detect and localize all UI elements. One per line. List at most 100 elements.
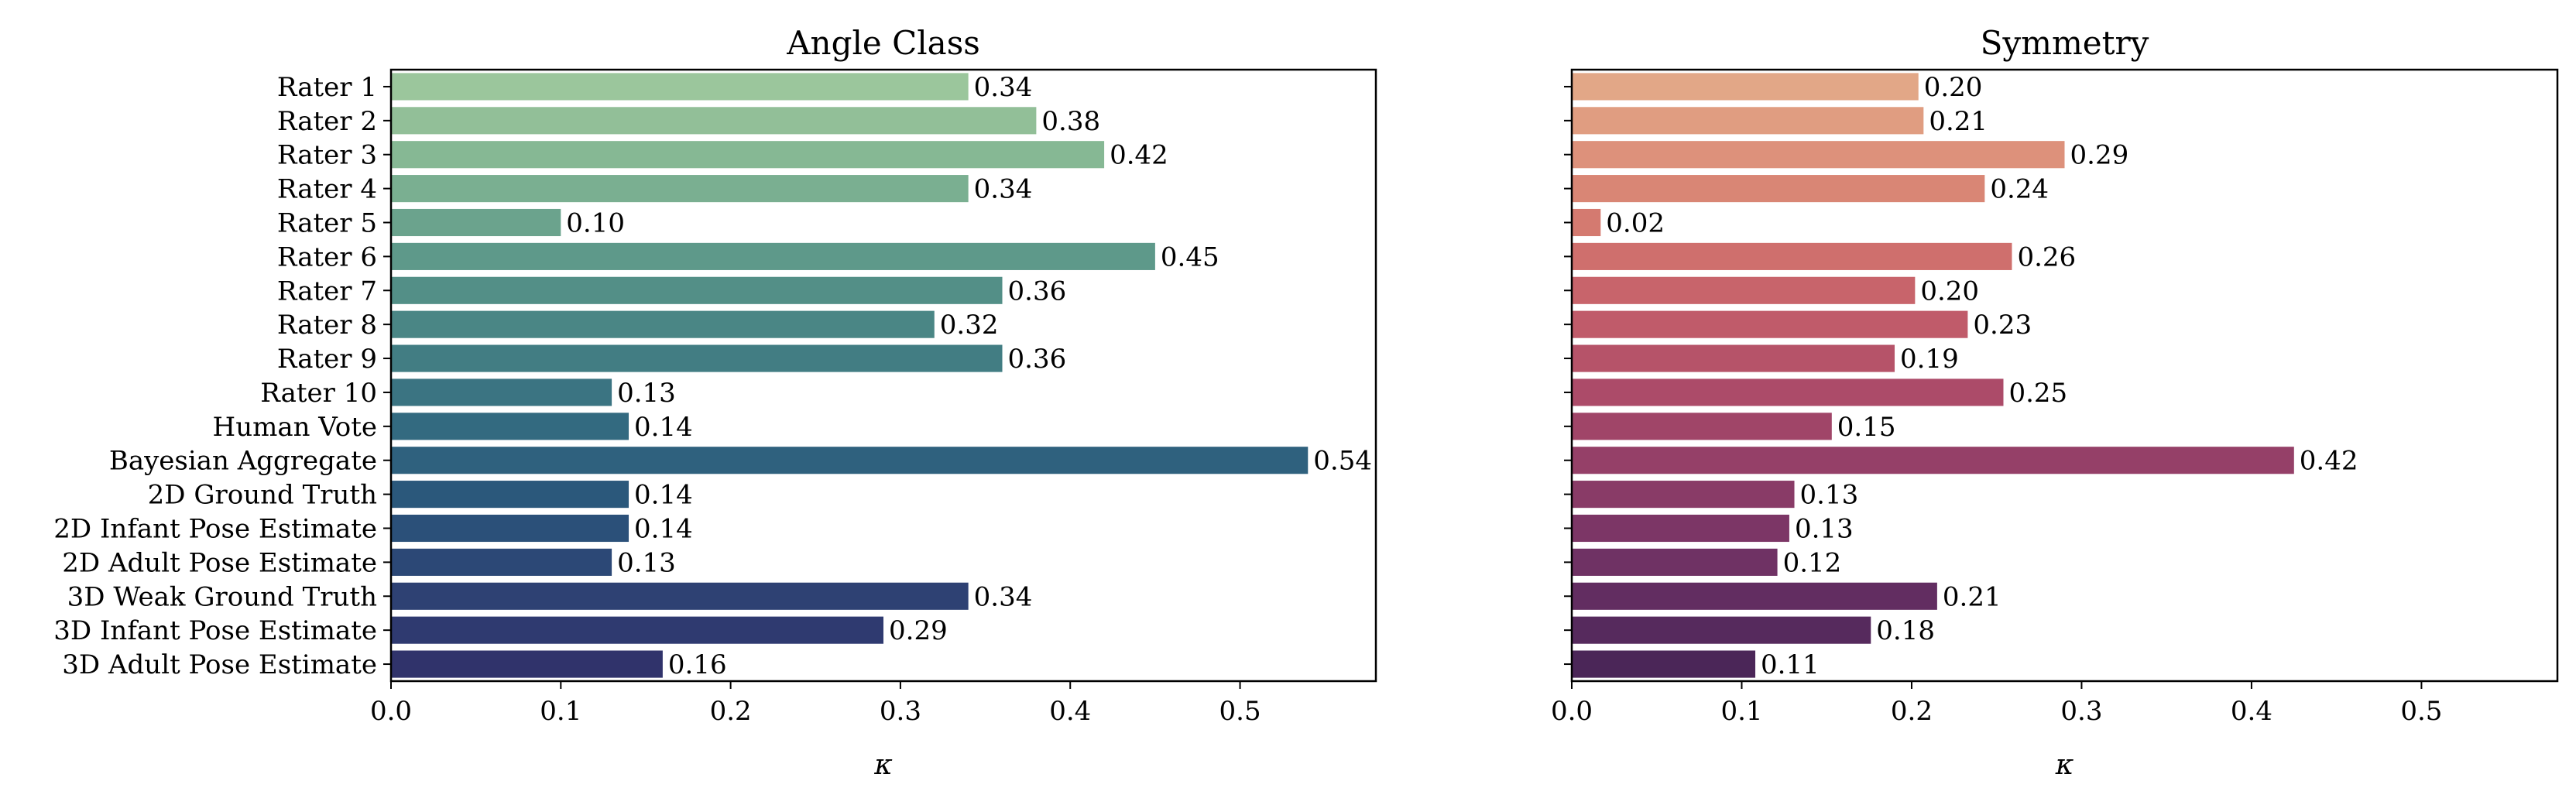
- x-tick-label: 0.2: [1891, 696, 1933, 727]
- x-tick-label: 0.1: [540, 696, 581, 727]
- bar: [1572, 548, 1778, 576]
- bar: [1572, 73, 1919, 101]
- bar: [1572, 242, 2012, 270]
- x-axis-label: κ: [2055, 749, 2074, 781]
- bar-value-label: 0.25: [2008, 378, 2067, 409]
- category-label: 2D Adult Pose Estimate: [62, 547, 377, 578]
- x-tick-label: 0.0: [1551, 696, 1593, 727]
- bar: [1572, 107, 1924, 135]
- category-label: Rater 10: [260, 378, 377, 409]
- angle-class-panel: Angle Class 0.34 Rater 1 0.38 Rater 2 0.42 Rat…: [53, 24, 1377, 781]
- category-label: 2D Infant Pose Estimate: [53, 514, 377, 545]
- bar: [391, 344, 1003, 372]
- x-tick-label: 0.4: [1049, 696, 1091, 727]
- x-tick-label: 0.1: [1720, 696, 1762, 727]
- bar: [391, 447, 1309, 474]
- category-label: Rater 1: [277, 72, 377, 103]
- bar: [391, 481, 629, 509]
- bar-value-label: 0.54: [1313, 446, 1372, 477]
- bar-value-label: 0.18: [1876, 615, 1935, 646]
- bar-value-label: 0.19: [1900, 344, 1959, 375]
- bar-value-label: 0.12: [1783, 547, 1842, 578]
- bar-value-label: 0.24: [1990, 174, 2049, 205]
- bar: [391, 310, 935, 338]
- category-label: Rater 2: [277, 106, 377, 137]
- bar-value-label: 0.14: [634, 412, 693, 443]
- bar: [1572, 141, 2065, 169]
- bar-value-label: 0.45: [1161, 241, 1219, 272]
- bar: [391, 73, 969, 101]
- category-label: Rater 8: [277, 310, 377, 341]
- bar-value-label: 0.26: [2017, 241, 2076, 272]
- category-label: Bayesian Aggregate: [109, 446, 377, 477]
- category-label: Rater 4: [277, 174, 377, 205]
- bar: [391, 650, 663, 678]
- bar: [1572, 344, 1895, 372]
- bar: [391, 514, 629, 543]
- category-label: 3D Infant Pose Estimate: [53, 615, 377, 646]
- bar: [1572, 447, 2294, 474]
- bar: [391, 208, 561, 237]
- bar-value-label: 0.34: [974, 72, 1033, 103]
- bar-value-label: 0.36: [1008, 276, 1067, 307]
- bar-value-label: 0.02: [1606, 208, 1665, 239]
- bar: [391, 548, 612, 576]
- bar-value-label: 0.20: [1920, 276, 1979, 307]
- x-axis-label: κ: [873, 749, 893, 781]
- bar-value-label: 0.36: [1008, 344, 1067, 375]
- bar: [1572, 514, 1789, 543]
- bar-value-label: 0.14: [634, 514, 693, 545]
- bar: [1572, 413, 1832, 440]
- bar-value-label: 0.42: [1110, 140, 1168, 171]
- x-tick-label: 0.5: [1219, 696, 1261, 727]
- axes-frame: [1570, 68, 2559, 683]
- bar-value-label: 0.42: [2300, 446, 2358, 477]
- bar-value-label: 0.13: [617, 378, 676, 409]
- category-label: Rater 9: [277, 344, 377, 375]
- bar-value-label: 0.29: [889, 615, 948, 646]
- category-label: 3D Adult Pose Estimate: [62, 649, 377, 680]
- bar: [1572, 616, 1871, 644]
- category-label: Rater 6: [277, 241, 377, 272]
- bar-value-label: 0.13: [1795, 514, 1854, 545]
- category-label: Rater 5: [277, 208, 377, 239]
- bar-value-label: 0.20: [1924, 72, 1983, 103]
- bar-value-label: 0.14: [634, 480, 693, 511]
- chart-title: Symmetry: [1981, 24, 2149, 62]
- bar: [391, 242, 1155, 270]
- bar: [1572, 175, 1985, 203]
- category-label: Human Vote: [213, 412, 377, 443]
- bar-value-label: 0.38: [1041, 106, 1100, 137]
- bar-value-label: 0.13: [1800, 480, 1859, 511]
- bar-value-label: 0.23: [1973, 310, 2032, 341]
- bar: [391, 141, 1105, 169]
- bar-value-label: 0.29: [2070, 140, 2129, 171]
- chart-title: Angle Class: [786, 24, 980, 62]
- bar: [391, 413, 629, 440]
- bar: [391, 378, 612, 406]
- bar: [391, 107, 1037, 135]
- bar-value-label: 0.13: [617, 547, 676, 578]
- symmetry-panel: Symmetry0.200.210.290.240.020.260.200.23…: [1551, 24, 2559, 781]
- bar-value-label: 0.10: [566, 208, 625, 239]
- bar-value-label: 0.21: [1943, 581, 2001, 612]
- bar-value-label: 0.16: [668, 649, 727, 680]
- bar: [1572, 481, 1795, 509]
- bar: [1572, 310, 1968, 338]
- bar-value-label: 0.21: [1929, 106, 1988, 137]
- x-tick-label: 0.5: [2400, 696, 2442, 727]
- x-tick-label: 0.3: [2060, 696, 2102, 727]
- bar-value-label: 0.34: [974, 174, 1033, 205]
- bar: [1572, 650, 1756, 678]
- bar-value-label: 0.15: [1837, 412, 1896, 443]
- x-tick-label: 0.0: [370, 696, 412, 727]
- category-label: Rater 3: [277, 140, 377, 171]
- x-tick-label: 0.2: [710, 696, 752, 727]
- category-label: Rater 7: [277, 276, 377, 307]
- bar: [1572, 208, 1601, 237]
- category-label: 2D Ground Truth: [148, 480, 377, 511]
- axes-frame: [389, 68, 1377, 683]
- bar: [1572, 276, 1916, 304]
- x-tick-label: 0.4: [2231, 696, 2272, 727]
- bar: [1572, 378, 2004, 406]
